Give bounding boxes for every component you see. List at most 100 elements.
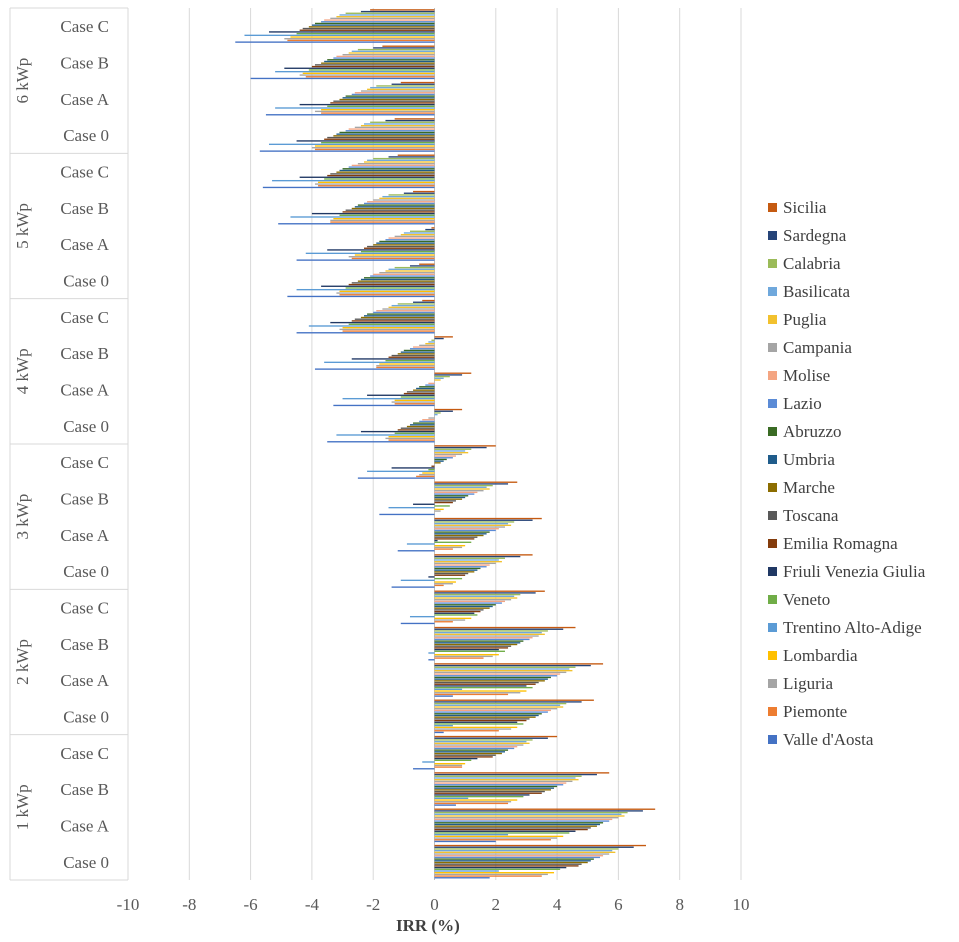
bar — [434, 666, 576, 668]
legend-item: Emilia Romagna — [768, 534, 959, 562]
bar — [339, 131, 435, 134]
bar — [434, 612, 475, 614]
bar — [339, 169, 435, 172]
case-label: Case B — [60, 54, 109, 73]
legend-label: Campania — [783, 338, 852, 357]
case-label: Case B — [60, 635, 109, 654]
bar — [299, 103, 435, 106]
bar — [434, 496, 466, 499]
bar — [434, 669, 573, 672]
bar — [314, 22, 435, 25]
x-axis-title: IRR (%) — [396, 916, 460, 935]
bar — [434, 731, 444, 734]
bar — [272, 179, 435, 182]
legend-item: Campania — [768, 338, 959, 366]
bar — [367, 470, 435, 473]
legend-label: Molise — [783, 366, 831, 385]
bar — [434, 609, 484, 611]
bar — [290, 36, 435, 38]
bar — [324, 178, 435, 180]
bar — [434, 718, 530, 720]
bar — [327, 105, 435, 107]
bar — [400, 396, 435, 398]
bar — [373, 199, 435, 201]
category-separators — [9, 7, 129, 881]
bar — [422, 419, 435, 421]
bar — [434, 692, 521, 694]
bar — [388, 306, 435, 309]
bar — [364, 277, 435, 279]
grid-lines — [127, 8, 742, 880]
bar — [357, 280, 435, 282]
bar — [250, 77, 435, 80]
case-label: Case 0 — [63, 126, 109, 145]
bar — [434, 795, 524, 798]
legend-item: Liguria — [768, 674, 959, 702]
bar — [428, 417, 435, 419]
bar — [409, 615, 435, 618]
bar — [434, 500, 456, 502]
bar — [330, 219, 435, 222]
bar — [360, 278, 435, 281]
bar — [434, 671, 567, 674]
bar — [434, 728, 512, 730]
bar — [434, 377, 444, 379]
bar — [314, 145, 435, 147]
bar — [367, 159, 435, 161]
bar — [434, 797, 469, 800]
bar — [376, 242, 435, 244]
bar — [357, 163, 435, 165]
bar — [434, 714, 539, 717]
bar — [330, 102, 435, 104]
bar — [434, 739, 533, 741]
bar — [434, 840, 496, 843]
legend-label: Umbria — [783, 450, 835, 469]
bar — [287, 39, 435, 42]
bar — [278, 223, 435, 225]
bar — [434, 719, 527, 722]
bar — [413, 389, 435, 391]
bar — [434, 337, 444, 340]
bar — [434, 810, 643, 812]
bar — [275, 107, 435, 109]
legend-label: Basilicata — [783, 282, 851, 301]
bar — [388, 506, 435, 509]
bar — [324, 19, 435, 21]
bar — [342, 330, 435, 332]
bar — [333, 100, 435, 102]
bar — [434, 488, 490, 490]
bar — [434, 610, 481, 613]
legend-swatch — [768, 371, 777, 380]
bar — [413, 301, 435, 303]
bar — [434, 784, 564, 786]
bar — [419, 386, 435, 388]
bar — [425, 384, 435, 386]
bar — [434, 820, 610, 822]
bar — [434, 533, 487, 535]
bar — [434, 517, 542, 520]
bar — [419, 263, 435, 265]
bar — [348, 283, 435, 286]
bar — [434, 668, 570, 670]
bar — [330, 17, 435, 20]
case-label: Case 0 — [63, 272, 109, 291]
bar — [348, 52, 435, 54]
group-label: 3 kWp — [13, 494, 32, 540]
bar — [311, 212, 435, 215]
bar — [434, 614, 478, 616]
bar — [434, 740, 527, 743]
bar — [434, 863, 582, 865]
bar — [434, 566, 487, 568]
case-label: Case C — [60, 163, 109, 182]
bar — [434, 450, 466, 452]
bar — [434, 686, 533, 689]
bar — [434, 536, 478, 538]
legend-swatch — [768, 483, 777, 492]
bar — [434, 723, 524, 725]
bar — [385, 239, 435, 241]
x-tick-label: 4 — [553, 895, 562, 914]
case-label: Case A — [60, 381, 109, 400]
bar — [342, 97, 435, 99]
bar — [400, 579, 435, 582]
